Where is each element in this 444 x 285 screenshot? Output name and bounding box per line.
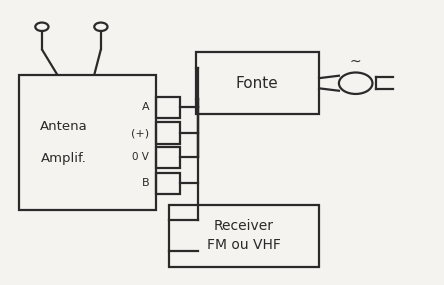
Text: (+): (+) bbox=[131, 128, 149, 138]
Bar bbox=[156, 147, 180, 168]
Text: Antena: Antena bbox=[40, 120, 88, 133]
Text: ~: ~ bbox=[350, 54, 361, 68]
Bar bbox=[156, 123, 180, 144]
Text: 0 V: 0 V bbox=[132, 152, 149, 162]
Bar bbox=[156, 97, 180, 118]
Text: Amplif.: Amplif. bbox=[41, 152, 87, 165]
Text: Fonte: Fonte bbox=[236, 76, 279, 91]
Text: Receiver
FM ou VHF: Receiver FM ou VHF bbox=[207, 219, 281, 253]
Bar bbox=[156, 172, 180, 194]
Bar bbox=[169, 205, 319, 267]
Bar bbox=[195, 52, 319, 114]
Text: B: B bbox=[142, 178, 149, 188]
Bar bbox=[19, 75, 156, 210]
Text: A: A bbox=[142, 102, 149, 112]
